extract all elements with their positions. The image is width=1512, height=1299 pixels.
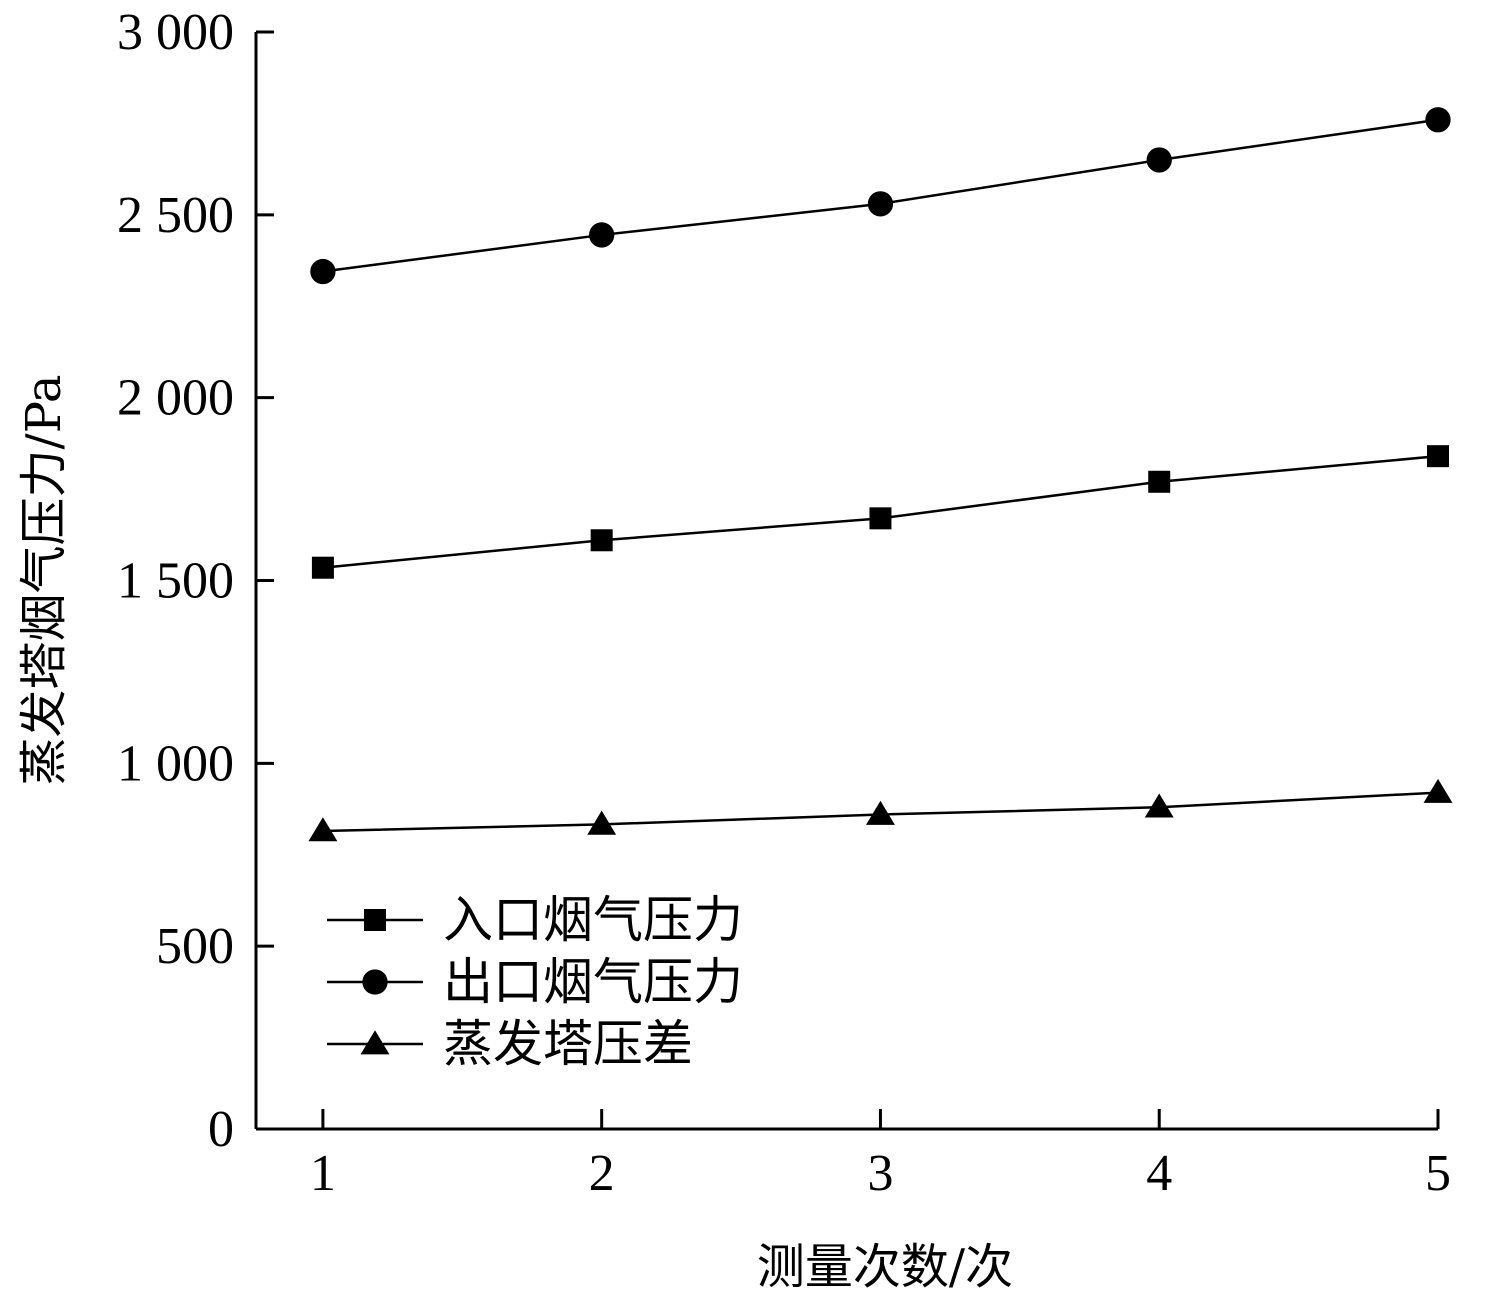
y-ticks: 0 500 1 000 1 500 2 000 2 500 3 000 [117, 4, 274, 1158]
x-ticks: 1 2 3 4 5 [310, 1109, 1451, 1202]
x-tick-label: 1 [310, 1145, 336, 1202]
data-point-circle [589, 222, 615, 248]
legend-item: 蒸发塔压差 [327, 1015, 693, 1073]
axes [254, 32, 1438, 1131]
y-tick-label: 500 [156, 918, 234, 975]
data-point-triangle [866, 800, 895, 825]
data-point-circle [310, 258, 336, 285]
legend-label: 蒸发塔压差 [443, 1015, 693, 1073]
data-point-square [869, 507, 892, 530]
data-point-circle [867, 191, 894, 217]
data-point-square [1427, 445, 1449, 468]
x-axis-title: 测量次数/次 [757, 1239, 1013, 1295]
data-point-triangle [587, 810, 617, 835]
legend-item: 出口烟气压力 [327, 953, 743, 1011]
y-tick-label: 2 000 [117, 370, 234, 427]
data-point-circle [1425, 107, 1451, 133]
legend-item: 入口烟气压力 [327, 891, 743, 949]
data-point-triangle [1144, 793, 1174, 818]
y-tick-label: 2 500 [117, 187, 234, 244]
x-tick-label: 3 [867, 1145, 893, 1202]
y-tick-label: 1 500 [117, 553, 234, 610]
data-point-square [311, 556, 334, 579]
legend-label: 出口烟气压力 [443, 953, 743, 1011]
x-tick-label: 4 [1146, 1145, 1172, 1202]
data-point-circle [1146, 147, 1172, 173]
data-point-square [1148, 470, 1171, 493]
legend-marker-triangle [360, 1030, 390, 1055]
x-tick-label: 2 [589, 1145, 615, 1202]
data-point-triangle [308, 817, 338, 842]
x-tick-label: 5 [1425, 1145, 1451, 1202]
legend-label: 入口烟气压力 [443, 891, 743, 949]
y-axis-title: 蒸发塔烟气压力/Pa [16, 375, 72, 786]
legend-marker-square [364, 909, 386, 931]
y-tick-label: 3 000 [117, 4, 234, 61]
data-point-triangle [1423, 778, 1453, 803]
series-lines [322, 118, 1439, 833]
y-tick-label: 1 000 [117, 735, 234, 792]
y-tick-label: 0 [208, 1101, 234, 1158]
data-point-square [590, 529, 613, 552]
series-markers [308, 107, 1453, 842]
legend-marker-circle [362, 969, 388, 995]
